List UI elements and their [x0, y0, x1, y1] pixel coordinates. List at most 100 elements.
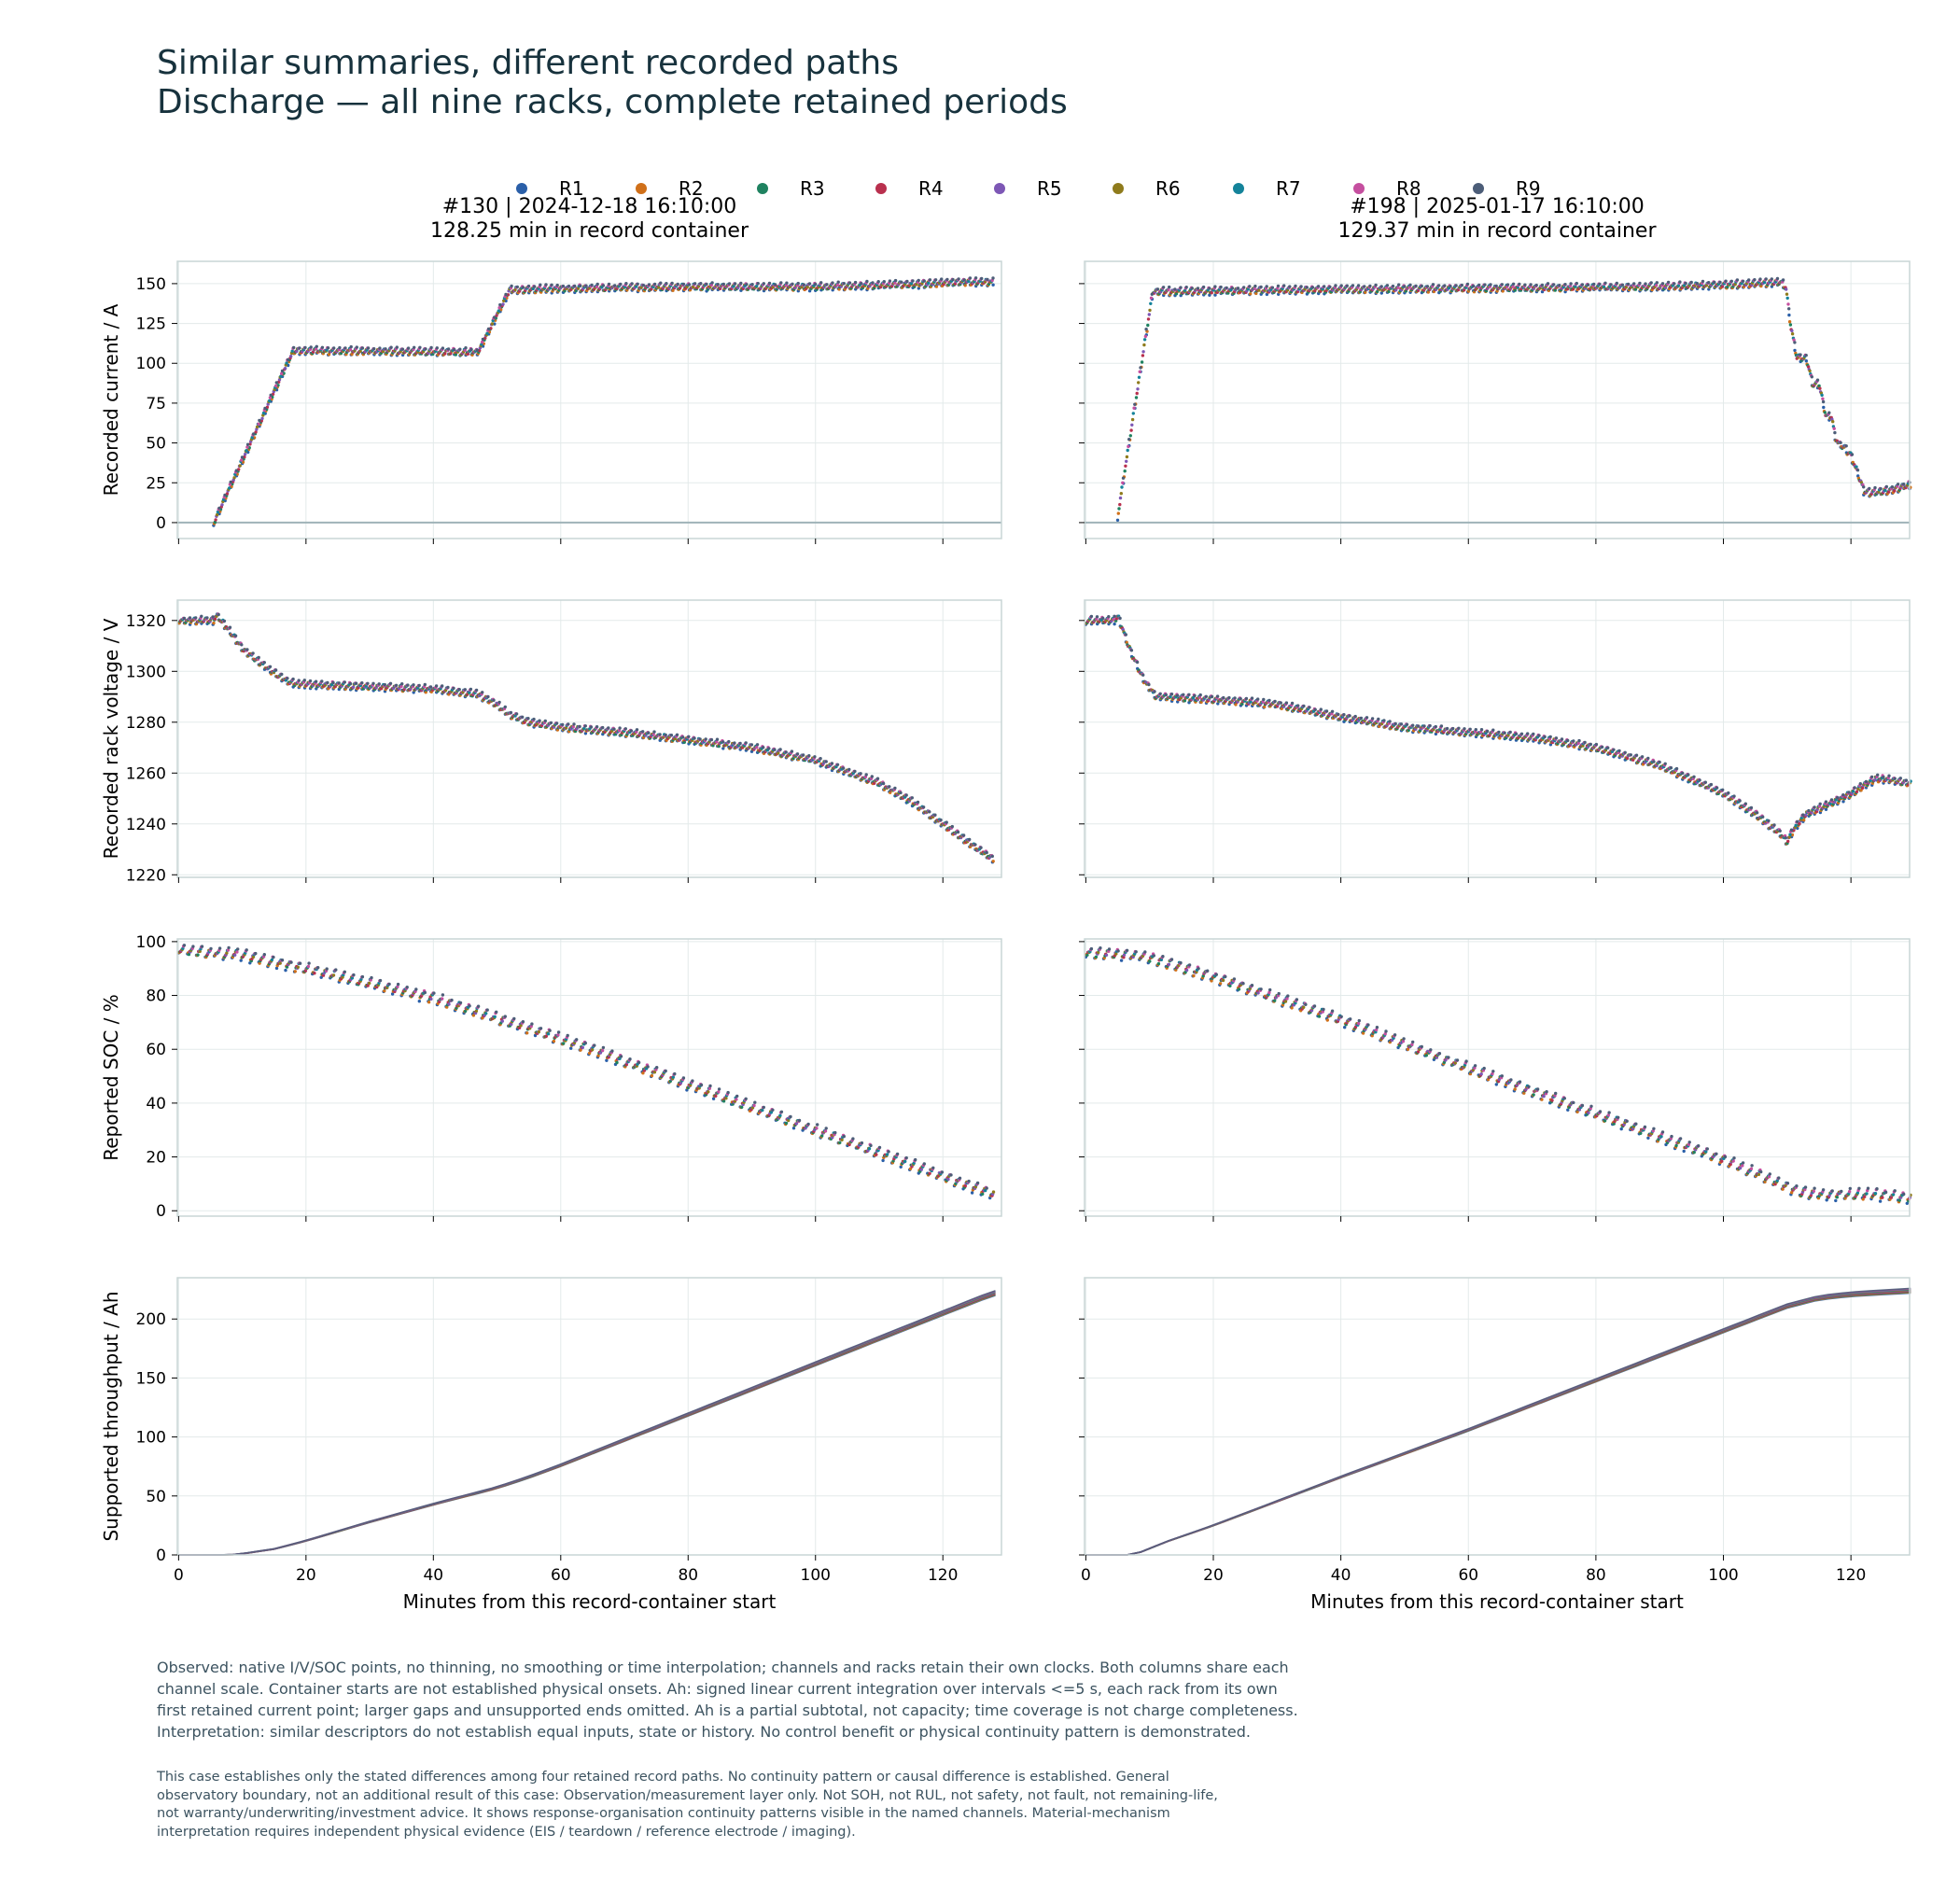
legend-label-r6: R6 [1155, 177, 1181, 200]
data-point [636, 282, 639, 286]
data-point [1379, 285, 1383, 288]
data-point [756, 282, 760, 286]
data-point [1328, 285, 1332, 289]
data-point [716, 283, 720, 287]
data-point [1117, 507, 1121, 511]
data-point [280, 369, 285, 373]
data-point [1638, 281, 1642, 286]
data-point [801, 753, 805, 757]
data-point [502, 299, 506, 302]
series-points-r6 [1087, 614, 1911, 839]
data-point [755, 746, 759, 749]
data-point [1420, 284, 1424, 288]
data-point [813, 282, 818, 287]
data-point [400, 347, 405, 351]
data-point [297, 679, 301, 682]
data-point [309, 345, 313, 349]
series-points-r8 [217, 277, 994, 511]
data-point [1501, 289, 1505, 293]
data-point [1873, 778, 1877, 782]
data-point [1310, 286, 1315, 289]
data-point [1726, 285, 1729, 289]
series-points-r1 [176, 618, 995, 864]
data-point [671, 288, 675, 292]
data-point [481, 337, 485, 342]
data-point [493, 315, 497, 319]
data-point [273, 668, 278, 672]
data-point [669, 734, 674, 737]
data-point [1868, 486, 1871, 491]
data-point [1334, 284, 1337, 287]
data-point [1127, 444, 1130, 449]
data-point [266, 402, 270, 406]
data-point [652, 730, 656, 734]
data-point [327, 353, 331, 357]
data-point [285, 361, 288, 365]
data-point [1201, 285, 1206, 289]
data-point [1385, 284, 1390, 287]
data-point [418, 345, 422, 349]
data-point [1821, 397, 1825, 400]
data-point [693, 736, 696, 740]
data-point [464, 346, 468, 350]
data-point [1890, 485, 1895, 489]
data-point [302, 679, 306, 682]
data-point [1112, 617, 1115, 622]
series-points-r7 [181, 612, 993, 858]
data-point [1316, 285, 1321, 288]
data-point [504, 292, 508, 297]
data-point [881, 781, 886, 786]
data-point [973, 276, 978, 280]
data-point [624, 282, 628, 286]
data-point [1305, 286, 1309, 289]
data-point [904, 793, 908, 797]
data-point [1454, 284, 1458, 287]
data-point [1609, 283, 1613, 287]
data-point [744, 741, 748, 745]
data-point [641, 730, 645, 734]
data-point [268, 399, 272, 403]
data-point [348, 681, 353, 686]
series-points-r5 [1118, 280, 1909, 500]
data-point [1786, 302, 1790, 306]
data-point [515, 285, 519, 289]
y-tick-label: 75 [146, 395, 166, 413]
data-point [659, 281, 663, 285]
data-point [595, 282, 599, 287]
data-point [351, 685, 356, 689]
data-point [1379, 291, 1384, 295]
data-point [705, 282, 708, 287]
y-tick-label: 1260 [126, 764, 166, 783]
data-point [223, 493, 227, 497]
data-point [377, 682, 381, 686]
legend-label-r2: R2 [679, 177, 704, 200]
data-point [263, 406, 267, 411]
data-point [991, 276, 995, 280]
data-point [343, 680, 346, 684]
data-point [940, 277, 944, 281]
data-point [1288, 285, 1292, 288]
data-point [739, 281, 743, 286]
data-point [675, 733, 679, 736]
data-point [326, 680, 329, 685]
data-point [1299, 285, 1303, 288]
data-point [985, 850, 988, 855]
series-points-r5 [1086, 614, 1911, 840]
y-tick-label: 0 [156, 514, 166, 533]
data-point [400, 682, 404, 686]
panel-frame [176, 599, 1002, 878]
data-point [900, 280, 903, 284]
data-point [1505, 283, 1510, 287]
data-point [543, 719, 547, 723]
data-point [819, 757, 822, 761]
data-point [434, 684, 439, 688]
data-point [493, 322, 497, 326]
legend-marker-r1 [516, 183, 527, 194]
data-point [497, 700, 501, 705]
data-point [1230, 287, 1235, 290]
data-point [1827, 411, 1831, 414]
data-point [980, 276, 984, 281]
data-point [255, 427, 259, 431]
data-point [1134, 396, 1139, 399]
data-point [298, 346, 301, 350]
